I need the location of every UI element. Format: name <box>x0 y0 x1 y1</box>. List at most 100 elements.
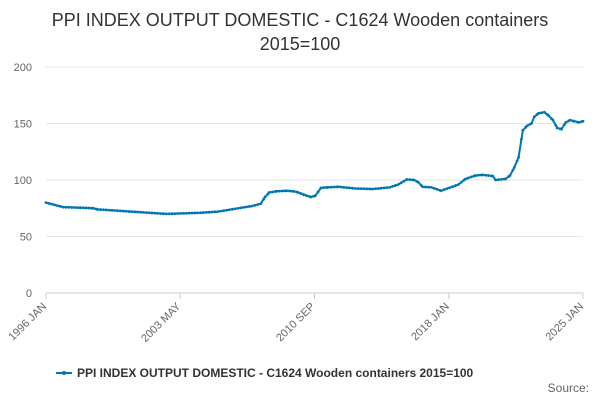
data-point[interactable] <box>288 189 291 193</box>
data-point[interactable] <box>371 187 374 191</box>
data-point[interactable] <box>474 174 477 177</box>
data-point[interactable] <box>402 179 406 183</box>
data-point[interactable] <box>521 128 525 132</box>
data-point[interactable] <box>339 185 343 189</box>
data-point[interactable] <box>491 174 495 178</box>
data-point[interactable] <box>193 211 197 215</box>
data-point[interactable] <box>319 186 323 190</box>
data-point[interactable] <box>296 191 300 194</box>
data-point[interactable] <box>259 202 263 206</box>
data-point[interactable] <box>525 124 529 128</box>
data-point[interactable] <box>210 210 214 214</box>
data-point[interactable] <box>204 210 208 214</box>
data-point[interactable] <box>542 110 546 114</box>
data-point[interactable] <box>121 209 125 213</box>
data-point[interactable] <box>270 190 274 194</box>
data-point[interactable] <box>50 202 54 206</box>
data-point[interactable] <box>394 184 397 187</box>
data-point[interactable] <box>326 185 330 189</box>
data-point[interactable] <box>365 187 369 191</box>
data-point[interactable] <box>73 206 77 209</box>
data-point[interactable] <box>515 159 519 163</box>
data-point[interactable] <box>164 212 168 216</box>
data-point[interactable] <box>442 188 446 192</box>
data-point[interactable] <box>58 204 62 208</box>
data-point[interactable] <box>275 189 278 193</box>
data-point[interactable] <box>568 118 572 122</box>
data-point[interactable] <box>299 192 303 195</box>
data-point[interactable] <box>332 185 336 189</box>
data-point[interactable] <box>540 111 543 115</box>
data-point[interactable] <box>139 210 142 214</box>
data-point[interactable] <box>239 206 243 210</box>
data-point[interactable] <box>359 187 363 191</box>
data-point[interactable] <box>388 185 392 189</box>
legend[interactable]: PPI INDEX OUTPUT DOMESTIC - C1624 Wooden… <box>56 366 474 380</box>
data-point[interactable] <box>225 208 228 212</box>
data-point[interactable] <box>44 201 48 205</box>
data-point[interactable] <box>408 178 412 182</box>
data-point[interactable] <box>53 203 56 207</box>
data-point[interactable] <box>305 194 309 197</box>
data-point[interactable] <box>577 120 581 124</box>
data-point[interactable] <box>202 211 205 214</box>
data-point[interactable] <box>156 211 160 215</box>
data-point[interactable] <box>76 206 79 209</box>
data-point[interactable] <box>56 204 59 208</box>
data-point[interactable] <box>81 206 85 210</box>
data-point[interactable] <box>64 205 68 209</box>
data-point[interactable] <box>167 212 171 216</box>
data-point[interactable] <box>262 197 266 201</box>
data-point[interactable] <box>342 185 346 189</box>
data-point[interactable] <box>113 209 117 212</box>
data-point[interactable] <box>385 186 389 190</box>
data-point[interactable] <box>207 210 211 214</box>
data-point[interactable] <box>481 173 485 177</box>
data-point[interactable] <box>336 185 340 189</box>
data-point[interactable] <box>190 211 194 215</box>
data-point[interactable] <box>405 178 409 181</box>
data-point[interactable] <box>267 191 271 194</box>
data-point[interactable] <box>329 185 333 189</box>
data-point[interactable] <box>170 212 174 216</box>
data-point[interactable] <box>247 205 251 208</box>
data-point[interactable] <box>285 189 288 193</box>
data-point[interactable] <box>253 203 257 207</box>
data-point[interactable] <box>233 207 237 211</box>
data-point[interactable] <box>517 156 520 159</box>
data-point[interactable] <box>219 209 223 213</box>
data-point[interactable] <box>379 186 383 190</box>
data-point[interactable] <box>477 173 480 177</box>
data-point[interactable] <box>508 174 512 177</box>
data-point[interactable] <box>179 212 183 215</box>
data-point[interactable] <box>399 181 403 185</box>
data-point[interactable] <box>250 204 254 208</box>
data-point[interactable] <box>133 210 137 214</box>
data-point[interactable] <box>292 189 296 193</box>
data-point[interactable] <box>61 205 65 209</box>
data-point[interactable] <box>130 210 134 214</box>
data-point[interactable] <box>499 177 503 181</box>
data-point[interactable] <box>376 187 380 190</box>
data-point[interactable] <box>313 194 317 198</box>
data-point[interactable] <box>182 211 185 215</box>
data-point[interactable] <box>454 184 457 187</box>
data-point[interactable] <box>227 208 231 212</box>
data-point[interactable] <box>199 211 203 215</box>
data-point[interactable] <box>439 189 443 193</box>
data-point[interactable] <box>141 210 145 214</box>
source-label[interactable]: Source: <box>548 381 589 395</box>
data-point[interactable] <box>511 168 515 172</box>
data-point[interactable] <box>412 178 416 182</box>
data-point[interactable] <box>504 177 508 181</box>
data-point[interactable] <box>101 208 105 212</box>
data-point[interactable] <box>424 185 427 189</box>
data-point[interactable] <box>564 120 568 124</box>
data-point[interactable] <box>184 211 188 215</box>
data-point[interactable] <box>348 186 351 190</box>
data-point[interactable] <box>78 206 82 210</box>
data-point[interactable] <box>555 126 559 130</box>
data-point[interactable] <box>153 211 157 215</box>
data-point[interactable] <box>91 206 95 210</box>
data-point[interactable] <box>362 187 366 191</box>
